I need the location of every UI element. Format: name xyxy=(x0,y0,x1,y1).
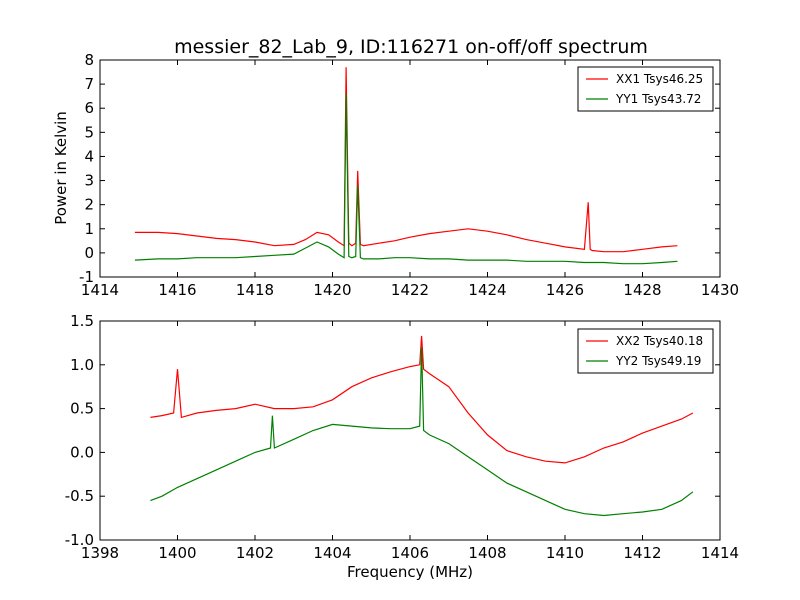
y-tick-label: 1 xyxy=(84,220,94,238)
y-tick-label: 1.0 xyxy=(70,356,94,374)
y-tick-label: 8 xyxy=(84,51,94,69)
x-tick-label: 1408 xyxy=(468,544,506,562)
series-line-red xyxy=(150,335,694,464)
x-tick-label: 1426 xyxy=(546,281,584,299)
x-tick-label: 1428 xyxy=(623,281,661,299)
x-tick-label: 1404 xyxy=(313,544,351,562)
x-tick-label: 1402 xyxy=(236,544,274,562)
bottom-panel-xlabel: Frequency (MHz) xyxy=(347,563,473,581)
y-tick-label: 0.0 xyxy=(70,443,94,461)
y-tick-label: 0 xyxy=(84,244,94,262)
y-tick-label: 7 xyxy=(84,75,94,93)
series-line-green xyxy=(134,93,678,265)
legend-box xyxy=(577,328,714,374)
top-panel-ylabel: Power in Kelvin xyxy=(52,111,70,225)
x-tick-label: 1398 xyxy=(81,544,119,562)
x-tick-label: 1410 xyxy=(546,544,584,562)
chart-title: messier_82_Lab_9, ID:116271 on-off/off s… xyxy=(174,36,648,58)
series-line-green xyxy=(150,347,694,517)
y-tick-label: 3 xyxy=(84,172,94,190)
legend-label: XX1 Tsys46.25 xyxy=(616,72,703,86)
y-tick-label: 1.5 xyxy=(70,312,94,330)
legend-label: YY2 Tsys49.19 xyxy=(615,354,701,368)
y-tick-label: 6 xyxy=(84,99,94,117)
y-tick-label: 2 xyxy=(84,196,94,214)
x-tick-label: 1424 xyxy=(468,281,506,299)
y-tick-label: -1 xyxy=(79,268,94,286)
x-tick-label: 1412 xyxy=(623,544,661,562)
x-tick-label: 1422 xyxy=(391,281,429,299)
y-tick-label: 4 xyxy=(84,147,94,165)
y-tick-label: -1.0 xyxy=(65,531,94,549)
legend-label: YY1 Tsys43.72 xyxy=(615,92,701,106)
series-line-red xyxy=(134,67,678,253)
legend: XX1 Tsys46.25 YY1 Tsys43.72 xyxy=(577,66,714,112)
x-tick-label: 1420 xyxy=(313,281,351,299)
bottom-panel: Frequency (MHz) 1398 1400 1402 1404 1406 1408… xyxy=(65,312,739,581)
x-tick-label: 1406 xyxy=(391,544,429,562)
legend-label: XX2 Tsys40.18 xyxy=(616,334,703,348)
y-tick-label: 0.5 xyxy=(70,400,94,418)
legend-box xyxy=(577,66,714,112)
x-tick-label: 1414 xyxy=(701,544,739,562)
x-tick-label: 1430 xyxy=(701,281,739,299)
x-tick-label: 1416 xyxy=(158,281,196,299)
x-tick-label: 1400 xyxy=(158,544,196,562)
y-tick-label: 5 xyxy=(84,123,94,141)
y-tick-label: -0.5 xyxy=(65,487,94,505)
legend: XX2 Tsys40.18 YY2 Tsys49.19 xyxy=(577,328,714,374)
x-tick-label: 1418 xyxy=(236,281,274,299)
x-tick-label: 1414 xyxy=(81,281,119,299)
top-panel: Power in Kelvin 1414 1416 1418 1420 1422 1424… xyxy=(52,51,739,299)
